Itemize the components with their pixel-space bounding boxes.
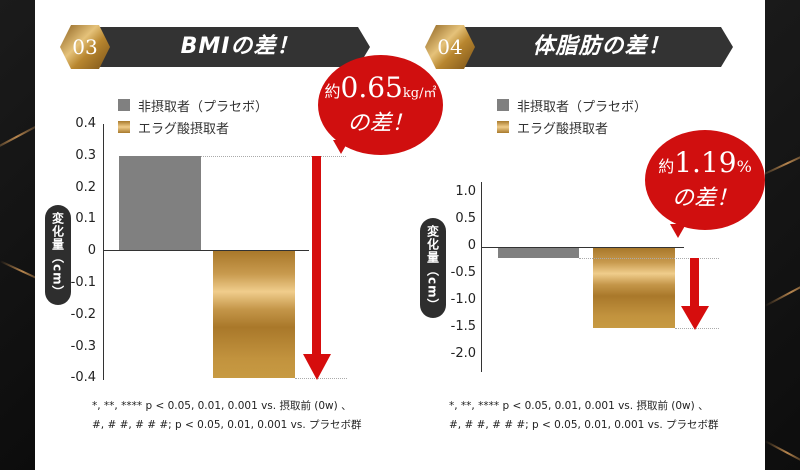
- legend-swatch-gray: [497, 99, 509, 111]
- bar-ellagic: [213, 251, 295, 378]
- section-header-bmi: BMIの差！: [80, 27, 370, 67]
- legend-swatch-gray: [118, 99, 130, 111]
- significance-footnote: *, **, **** p < 0.05, 0.01, 0.001 vs. 摂取…: [92, 400, 362, 431]
- y-tick: 0.4: [75, 116, 96, 131]
- callout-suffix: の差！: [671, 186, 738, 212]
- section-title: BMIの差！: [180, 34, 300, 59]
- reference-line-top: [579, 258, 719, 259]
- bar-placebo: [119, 156, 201, 250]
- y-tick: 0.5: [455, 211, 476, 226]
- reference-line-top: [201, 156, 346, 157]
- x-axis-zero: [481, 247, 684, 248]
- legend-item-ellagic: エラグ酸摂取者: [497, 116, 647, 138]
- legend-label: 非摂取者（プラセボ）: [138, 99, 269, 115]
- y-tick: -1.0: [450, 292, 476, 307]
- bar-ellagic: [593, 248, 675, 328]
- y-tick: -0.5: [450, 265, 476, 280]
- legend-label: 非摂取者（プラセボ）: [517, 99, 648, 115]
- legend-item-ellagic: エラグ酸摂取者: [118, 116, 268, 138]
- legend-swatch-gold: [118, 121, 130, 133]
- difference-arrow-shaft: [690, 258, 699, 308]
- section-number: 04: [437, 35, 463, 59]
- difference-arrow-icon: [303, 354, 331, 380]
- decor-gold-line: [764, 440, 800, 466]
- legend-swatch-gold: [497, 121, 509, 133]
- significance-footnote: *, **, **** p < 0.05, 0.01, 0.001 vs. 摂取…: [449, 400, 719, 431]
- legend-item-placebo: 非摂取者（プラセボ）: [497, 94, 647, 116]
- x-axis-zero: [103, 250, 309, 251]
- y-axis-label: 変化量（cm）: [420, 218, 446, 318]
- y-tick: 0: [87, 243, 96, 258]
- y-tick: 0.3: [75, 148, 96, 163]
- section-title: 体脂肪の差！: [532, 34, 671, 59]
- difference-callout: 約1.19% の差！: [645, 130, 765, 230]
- difference-arrow-icon: [681, 306, 709, 330]
- decor-gold-line: [759, 149, 800, 177]
- y-axis: [103, 124, 104, 380]
- y-tick: -0.3: [70, 339, 96, 354]
- callout-tail: [670, 224, 686, 238]
- y-axis: [481, 182, 482, 372]
- decor-gold-line: [764, 276, 800, 307]
- legend-label: エラグ酸摂取者: [517, 121, 609, 137]
- legend: 非摂取者（プラセボ） エラグ酸摂取者: [118, 94, 268, 138]
- section-header-body-fat: 体脂肪の差！: [450, 27, 733, 67]
- y-tick: 0.1: [75, 211, 96, 226]
- y-tick: -0.2: [70, 307, 96, 322]
- y-tick: -1.5: [450, 319, 476, 334]
- difference-callout: 約0.65kg/㎡ の差！: [318, 55, 443, 155]
- y-tick: -0.4: [70, 370, 96, 385]
- legend-label: エラグ酸摂取者: [138, 121, 230, 137]
- section-number-badge: 04: [425, 25, 475, 69]
- section-number-badge: 03: [60, 25, 110, 69]
- y-tick: -0.1: [70, 275, 96, 290]
- y-tick: 0.2: [75, 180, 96, 195]
- bar-placebo: [498, 248, 579, 258]
- section-number: 03: [72, 35, 98, 59]
- y-tick: -2.0: [450, 346, 476, 361]
- difference-arrow-shaft: [312, 156, 321, 356]
- callout-value: 約0.65kg/㎡: [324, 70, 437, 104]
- y-axis-label: 変化量（cm）: [45, 205, 71, 305]
- y-tick: 1.0: [455, 184, 476, 199]
- callout-suffix: の差！: [347, 111, 414, 137]
- callout-value: 約1.19%: [658, 145, 752, 179]
- y-tick: 0: [467, 238, 476, 253]
- legend: 非摂取者（プラセボ） エラグ酸摂取者: [497, 94, 647, 138]
- legend-item-placebo: 非摂取者（プラセボ）: [118, 94, 268, 116]
